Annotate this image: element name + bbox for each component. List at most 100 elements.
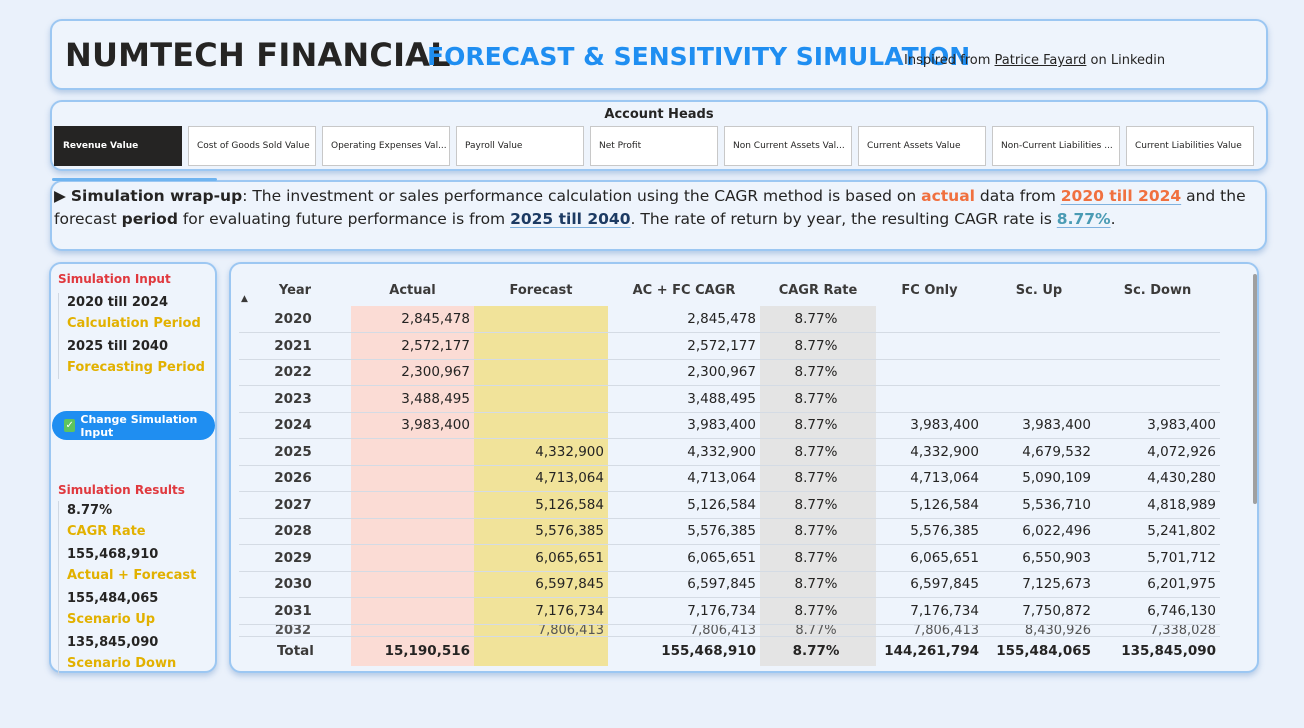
cell-forecast: [474, 359, 608, 386]
cell-acfc-cagr: 6,065,651: [608, 544, 760, 572]
change-simulation-input-button[interactable]: ✓ Change Simulation Input: [52, 411, 215, 440]
calc-period-label: Calculation Period: [67, 316, 201, 331]
cell-sc-down: [1095, 332, 1220, 360]
cell-forecast: 7,806,413: [474, 624, 608, 637]
cell-forecast: [474, 385, 608, 413]
cell-acfc-cagr: 2,845,478: [608, 306, 760, 333]
fc-period-value: 2025 till 2040: [67, 339, 168, 354]
wrapup-text-5: . The rate of return by year, the result…: [630, 210, 1057, 228]
account-cogs-value[interactable]: Cost of Goods Sold Value: [188, 126, 316, 166]
cell-year: 2031: [239, 597, 351, 625]
cell-year: 2032: [239, 624, 351, 637]
page-subtitle: FORECAST & SENSITIVITY SIMULATION: [427, 42, 971, 71]
cell-fc-only: 144,261,794: [876, 635, 983, 666]
table-row: 2024 3,983,400 3,983,400 8.77% 3,983,400 3,98…: [239, 412, 1220, 439]
table-scrollbar[interactable]: [1253, 274, 1257, 504]
cell-year: Total: [239, 635, 351, 666]
account-non-current-liabilities[interactable]: Non-Current Liabilities ...: [992, 126, 1120, 166]
column-header-fc-only[interactable]: FC Only: [901, 283, 958, 298]
cell-forecast: 7,176,734: [474, 597, 608, 625]
cell-sc-up: 4,679,532: [983, 438, 1095, 466]
cell-sc-down: [1095, 359, 1220, 386]
cell-actual: [351, 438, 474, 466]
table-row: 2026 4,713,064 4,713,064 8.77% 4,713,064 5,09…: [239, 465, 1220, 492]
column-header-sc-up[interactable]: Sc. Up: [1015, 283, 1063, 298]
cell-year: 2025: [239, 438, 351, 466]
wrapup-actual: actual: [921, 187, 975, 205]
cell-acfc-cagr: 3,983,400: [608, 412, 760, 439]
cell-cagr-rate: 8.77%: [760, 438, 876, 466]
cell-forecast: 5,576,385: [474, 518, 608, 545]
cell-fc-only: 6,065,651: [876, 544, 983, 572]
cell-cagr-rate: 8.77%: [760, 359, 876, 386]
account-current-assets[interactable]: Current Assets Value: [858, 126, 986, 166]
account-current-liabilities[interactable]: Current Liabilities Value: [1126, 126, 1254, 166]
result-actual-forecast-label: Actual + Forecast: [67, 568, 197, 583]
cell-sc-up: 7,125,673: [983, 571, 1095, 598]
cell-sc-up: 5,536,710: [983, 491, 1095, 519]
cell-forecast: 4,332,900: [474, 438, 608, 466]
table-row: 2020 2,845,478 2,845,478 8.77%: [239, 306, 1220, 333]
cell-acfc-cagr: 4,713,064: [608, 465, 760, 492]
column-header-actual[interactable]: Actual: [389, 283, 436, 298]
header-card: NUMTECH FINANCIAL FORECAST & SENSITIVITY…: [50, 19, 1268, 90]
cell-acfc-cagr: 2,572,177: [608, 332, 760, 360]
brand-title: NUMTECH FINANCIAL: [65, 36, 451, 74]
cell-actual: 2,300,967: [351, 359, 474, 386]
wrapup-text-3: and the forecast: [54, 187, 1246, 228]
sort-ascending-icon[interactable]: ▲: [241, 294, 248, 304]
cell-year: 2030: [239, 571, 351, 598]
cell-year: 2027: [239, 491, 351, 519]
account-net-profit[interactable]: Net Profit: [590, 126, 718, 166]
cell-sc-up: [983, 359, 1095, 386]
wrapup-text: ▶ Simulation wrap-up: The investment or …: [54, 185, 1255, 231]
cell-actual: 2,572,177: [351, 332, 474, 360]
cell-forecast: [474, 412, 608, 439]
column-header-acfc-cagr[interactable]: AC + FC CAGR: [632, 283, 736, 298]
cell-actual: [351, 544, 474, 572]
cell-cagr-rate: 8.77%: [760, 597, 876, 625]
result-cagr-value: 8.77%: [67, 503, 113, 518]
cell-year: 2028: [239, 518, 351, 545]
cell-actual: 15,190,516: [351, 635, 474, 666]
table-row-partial: 2032 7,806,413 7,806,413 8.77% 7,806,413 8,43…: [239, 624, 1220, 637]
cell-sc-down: 3,983,400: [1095, 412, 1220, 439]
cell-cagr-rate: 8.77%: [760, 635, 876, 666]
credit-prefix: Inspired from: [904, 53, 991, 68]
cell-sc-down: 6,201,975: [1095, 571, 1220, 598]
wrapup-text-2: data from: [974, 187, 1061, 205]
table-row: 2031 7,176,734 7,176,734 8.77% 7,176,734 7,75…: [239, 597, 1220, 625]
account-revenue-value[interactable]: Revenue Value: [54, 126, 182, 166]
cell-fc-only: [876, 359, 983, 386]
cell-year: 2026: [239, 465, 351, 492]
credit-author-link[interactable]: Patrice Fayard: [994, 53, 1087, 68]
result-scenario-down-value: 135,845,090: [67, 635, 159, 650]
cell-fc-only: [876, 306, 983, 333]
forecast-table-card: ▲ Year Actual Forecast AC + FC CAGR CAGR…: [229, 262, 1259, 673]
cell-forecast: 4,713,064: [474, 465, 608, 492]
cell-acfc-cagr: 5,126,584: [608, 491, 760, 519]
cell-actual: [351, 597, 474, 625]
account-non-current-assets[interactable]: Non Current Assets Val...: [724, 126, 852, 166]
cell-fc-only: 6,597,845: [876, 571, 983, 598]
checkbox-icon: ✓: [64, 419, 76, 432]
column-header-sc-down[interactable]: Sc. Down: [1123, 283, 1192, 298]
cell-cagr-rate: 8.77%: [760, 491, 876, 519]
cell-fc-only: 7,176,734: [876, 597, 983, 625]
table-row: 2028 5,576,385 5,576,385 8.77% 5,576,385 6,02…: [239, 518, 1220, 545]
cell-acfc-cagr: 155,468,910: [608, 635, 760, 666]
simulation-wrapup-card: ▶ Simulation wrap-up: The investment or …: [50, 178, 1267, 251]
wrapup-label: Simulation wrap-up: [70, 187, 243, 205]
cell-fc-only: 5,576,385: [876, 518, 983, 545]
cell-sc-up: [983, 306, 1095, 333]
cell-actual: [351, 465, 474, 492]
account-operating-expenses[interactable]: Operating Expenses Val...: [322, 126, 450, 166]
cell-sc-down: 4,818,989: [1095, 491, 1220, 519]
column-header-cagr-rate[interactable]: CAGR Rate: [778, 283, 858, 298]
column-header-year[interactable]: Year: [278, 283, 312, 298]
cell-acfc-cagr: 4,332,900: [608, 438, 760, 466]
column-header-forecast[interactable]: Forecast: [509, 283, 573, 298]
cell-year: 2021: [239, 332, 351, 360]
wrapup-text-4: for evaluating future performance is fro…: [177, 210, 511, 228]
account-payroll-value[interactable]: Payroll Value: [456, 126, 584, 166]
